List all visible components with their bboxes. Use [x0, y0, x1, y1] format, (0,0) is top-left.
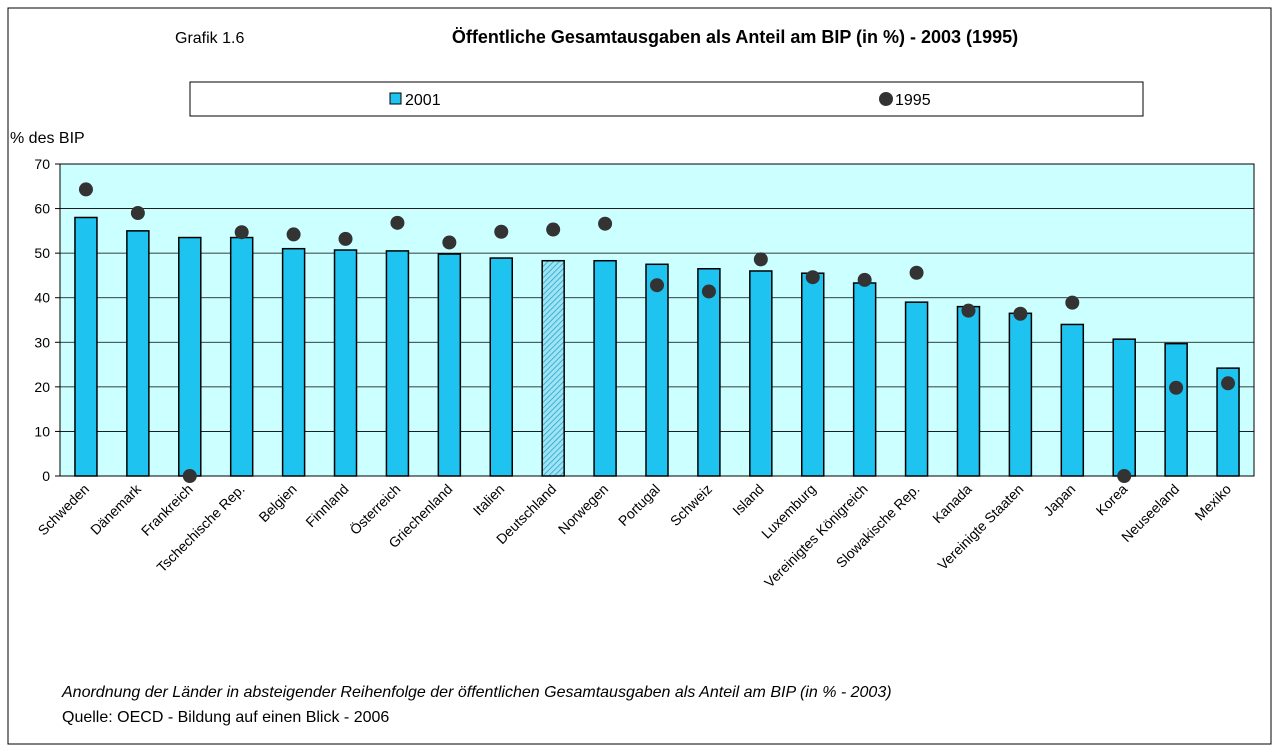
dot [857, 272, 872, 287]
dot [182, 469, 197, 483]
dot [1117, 469, 1132, 483]
dot [546, 222, 561, 237]
dot [78, 182, 93, 197]
legend-swatch [389, 92, 402, 105]
dot [805, 270, 820, 285]
bar [1060, 323, 1085, 477]
bar [1216, 367, 1240, 477]
bar [956, 305, 981, 477]
y-tick-label: 50 [34, 245, 50, 261]
y-tick-label: 70 [34, 156, 50, 172]
dot [598, 216, 613, 231]
y-tick-label: 40 [34, 290, 50, 306]
bar [1112, 338, 1136, 477]
dot [1169, 380, 1184, 395]
bar [1008, 312, 1033, 477]
dot [1065, 295, 1080, 310]
legend-box [189, 81, 1144, 117]
bar [1164, 342, 1188, 477]
bar [126, 230, 150, 477]
legend-label: 2001 [405, 92, 441, 109]
dot [494, 224, 509, 239]
legend-label: 1995 [895, 92, 931, 109]
dot [909, 265, 924, 280]
source: Quelle: OECD - Bildung auf einen Blick -… [62, 709, 389, 726]
bar [800, 272, 825, 477]
bar [697, 267, 721, 477]
bar [437, 253, 462, 477]
y-tick-label: 10 [34, 423, 50, 439]
bar [333, 249, 358, 477]
bar [178, 236, 202, 477]
y-tick-label: 0 [42, 468, 50, 484]
dot [1221, 376, 1236, 391]
chart-title: Öffentliche Gesamtausgaben als Anteil am… [452, 27, 1018, 47]
dot [390, 215, 405, 230]
y-tick-label: 20 [34, 379, 50, 395]
dot [234, 225, 249, 240]
legend-swatch [879, 92, 893, 106]
dot [130, 206, 145, 221]
bar [281, 247, 306, 477]
dot [701, 284, 716, 299]
bar [645, 263, 669, 477]
bar [593, 259, 617, 477]
bar [74, 216, 98, 477]
bar [541, 259, 565, 477]
bar [852, 282, 877, 477]
bar [749, 270, 773, 477]
y-axis-label: % des BIP [10, 130, 85, 147]
bar [904, 301, 929, 477]
bar [229, 236, 254, 477]
dot [286, 227, 301, 242]
chart-label: Grafik 1.6 [175, 30, 244, 47]
dot [442, 235, 457, 250]
y-tick-label: 60 [34, 201, 50, 217]
dot [338, 231, 353, 246]
note: Anordnung der Länder in absteigender Rei… [61, 684, 892, 701]
dot [961, 303, 976, 318]
bar [489, 257, 514, 477]
dot [650, 278, 664, 293]
dot [753, 252, 768, 267]
dot [1013, 306, 1028, 321]
bar [385, 250, 410, 477]
y-tick-label: 30 [34, 334, 50, 350]
